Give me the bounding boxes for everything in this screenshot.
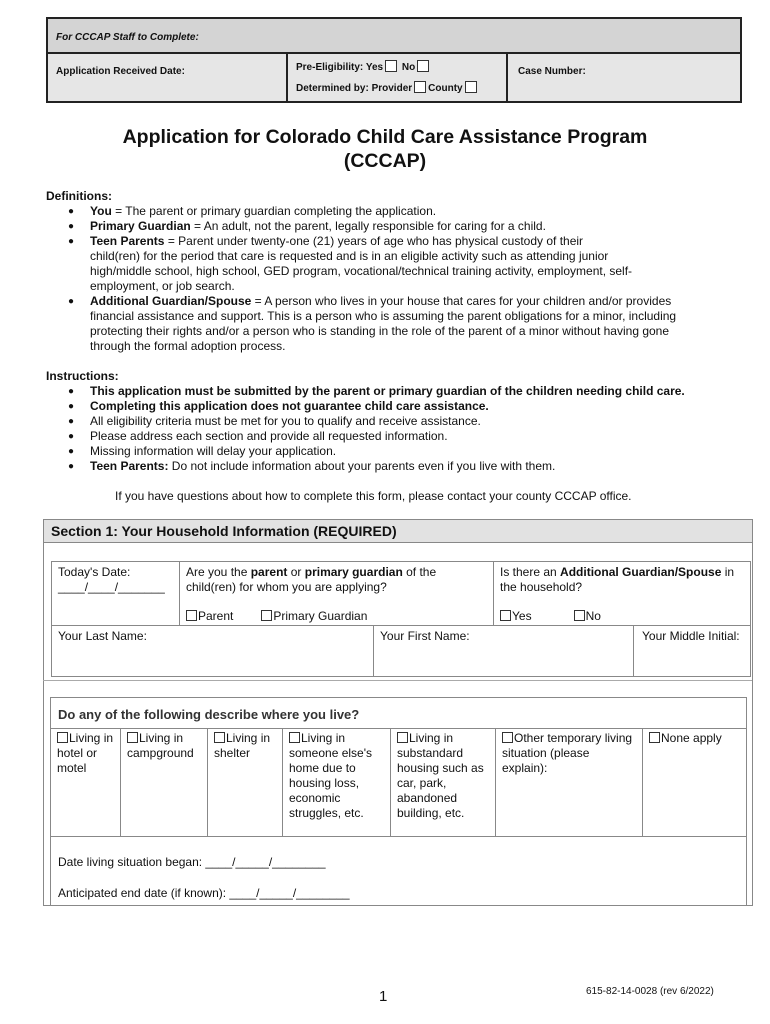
instruction-item: Completing this application does not gua… (90, 399, 489, 413)
divider (43, 680, 752, 681)
county-label: County (428, 83, 463, 94)
pre-eligibility-no-checkbox[interactable] (417, 60, 430, 72)
teen-instruction: Teen Parents: Do not include information… (90, 459, 556, 473)
definition-continuation: financial assistance and support. This i… (90, 309, 677, 323)
end-date-field[interactable]: Anticipated end date (if known): ____/__… (58, 886, 350, 900)
definition-continuation: through the formal adoption process. (90, 339, 286, 353)
form-number: 615-82-14-0028 (rev 6/2022) (586, 986, 714, 997)
definition-item: Teen Parents = Parent under twenty-one (… (90, 234, 584, 248)
living-option-checkbox[interactable] (127, 732, 138, 743)
pre-eligibility-label: Pre-Eligibility: Yes (296, 62, 384, 73)
definitions-heading: Definitions: (46, 189, 112, 203)
first-name-field[interactable]: Your First Name: (373, 625, 634, 677)
page-title: Application for Colorado Child Care Assi… (122, 126, 648, 148)
parent-question: Are you the parent or primary guardian o… (179, 561, 494, 626)
todays-date-label: Today's Date: (58, 565, 131, 579)
bullet: ● (68, 296, 75, 307)
bullet: ● (68, 386, 75, 397)
instruction-item: All eligibility criteria must be met for… (90, 414, 481, 428)
living-option-checkbox[interactable] (214, 732, 225, 743)
bullet: ● (68, 446, 75, 457)
determined-by-label: Determined by: Provider (296, 83, 413, 94)
county-checkbox[interactable] (464, 81, 477, 93)
living-situation-box: Do any of the following describe where y… (50, 697, 747, 905)
staff-header: For CCCAP Staff to Complete: (56, 32, 199, 43)
bullet: ● (68, 221, 75, 232)
date-blank: ____/____/_______ (58, 580, 165, 594)
last-name-field[interactable]: Your Last Name: (51, 625, 374, 677)
middle-initial-label: Your Middle Initial: (642, 629, 740, 643)
last-name-label: Your Last Name: (58, 629, 147, 643)
living-option[interactable]: None apply (642, 728, 746, 836)
living-option-checkbox[interactable] (649, 732, 660, 743)
bullet: ● (68, 461, 75, 472)
definition-continuation: employment, or job search. (90, 279, 235, 293)
contact-note: If you have questions about how to compl… (115, 489, 632, 503)
definition-item: You = The parent or primary guardian com… (90, 204, 437, 218)
page-number: 1 (379, 988, 388, 1005)
instruction-item: This application must be submitted by th… (90, 384, 685, 398)
primary-guardian-checkbox[interactable] (261, 610, 273, 621)
instruction-item: Missing information will delay your appl… (90, 444, 337, 458)
middle-initial-field[interactable]: Your Middle Initial: (633, 625, 751, 677)
living-option-checkbox[interactable] (502, 732, 513, 743)
spouse-yes-checkbox[interactable] (500, 610, 511, 621)
first-name-label: Your First Name: (380, 629, 470, 643)
pre-eligibility-yes-checkbox[interactable] (385, 60, 398, 72)
living-option[interactable]: Living in shelter (207, 728, 282, 836)
definition-item: Primary Guardian = An adult, not the par… (90, 219, 546, 233)
staff-box: For CCCAP Staff to Complete: Application… (46, 17, 742, 103)
definition-continuation: high/middle school, high school, GED pro… (90, 264, 633, 278)
living-option[interactable]: Other temporary living situation (please… (495, 728, 642, 836)
section-1: Section 1: Your Household Information (R… (43, 519, 753, 906)
living-question: Do any of the following describe where y… (58, 707, 360, 722)
bullet: ● (68, 206, 75, 217)
bullet: ● (68, 401, 75, 412)
living-option[interactable]: Living in hotel or motel (57, 731, 114, 775)
bullet: ● (68, 416, 75, 427)
page-subtitle: (CCCAP) (343, 150, 427, 172)
living-option[interactable]: Living in substandard housing such as ca… (390, 728, 495, 836)
living-option-checkbox[interactable] (397, 732, 408, 743)
living-option[interactable]: Living in campground (120, 728, 207, 836)
spouse-no-checkbox[interactable] (573, 610, 585, 621)
date-began-field[interactable]: Date living situation began: ____/_____/… (58, 855, 326, 869)
definition-continuation: child(ren) for the period that care is r… (90, 249, 609, 263)
definition-continuation: protecting their rights and/or a person … (90, 324, 670, 338)
living-option-checkbox[interactable] (289, 732, 300, 743)
instructions-heading: Instructions: (46, 369, 119, 383)
no-label: No (401, 62, 416, 73)
living-option-checkbox[interactable] (57, 732, 68, 743)
definition-item: Additional Guardian/Spouse = A person wh… (90, 294, 672, 308)
section-1-header: Section 1: Your Household Information (R… (51, 523, 397, 539)
received-date-label: Application Received Date: (56, 66, 185, 77)
parent-checkbox[interactable] (186, 610, 197, 621)
bullet: ● (68, 431, 75, 442)
spouse-question: Is there an Additional Guardian/Spouse i… (493, 561, 751, 626)
living-option[interactable]: Living in someone else's home due to hou… (282, 728, 390, 836)
instruction-item: Please address each section and provide … (90, 429, 448, 443)
todays-date-field[interactable]: Today's Date: ____/____/_______ (51, 561, 180, 626)
bullet: ● (68, 236, 75, 247)
provider-checkbox[interactable] (414, 81, 427, 93)
case-number-label: Case Number: (518, 66, 586, 77)
